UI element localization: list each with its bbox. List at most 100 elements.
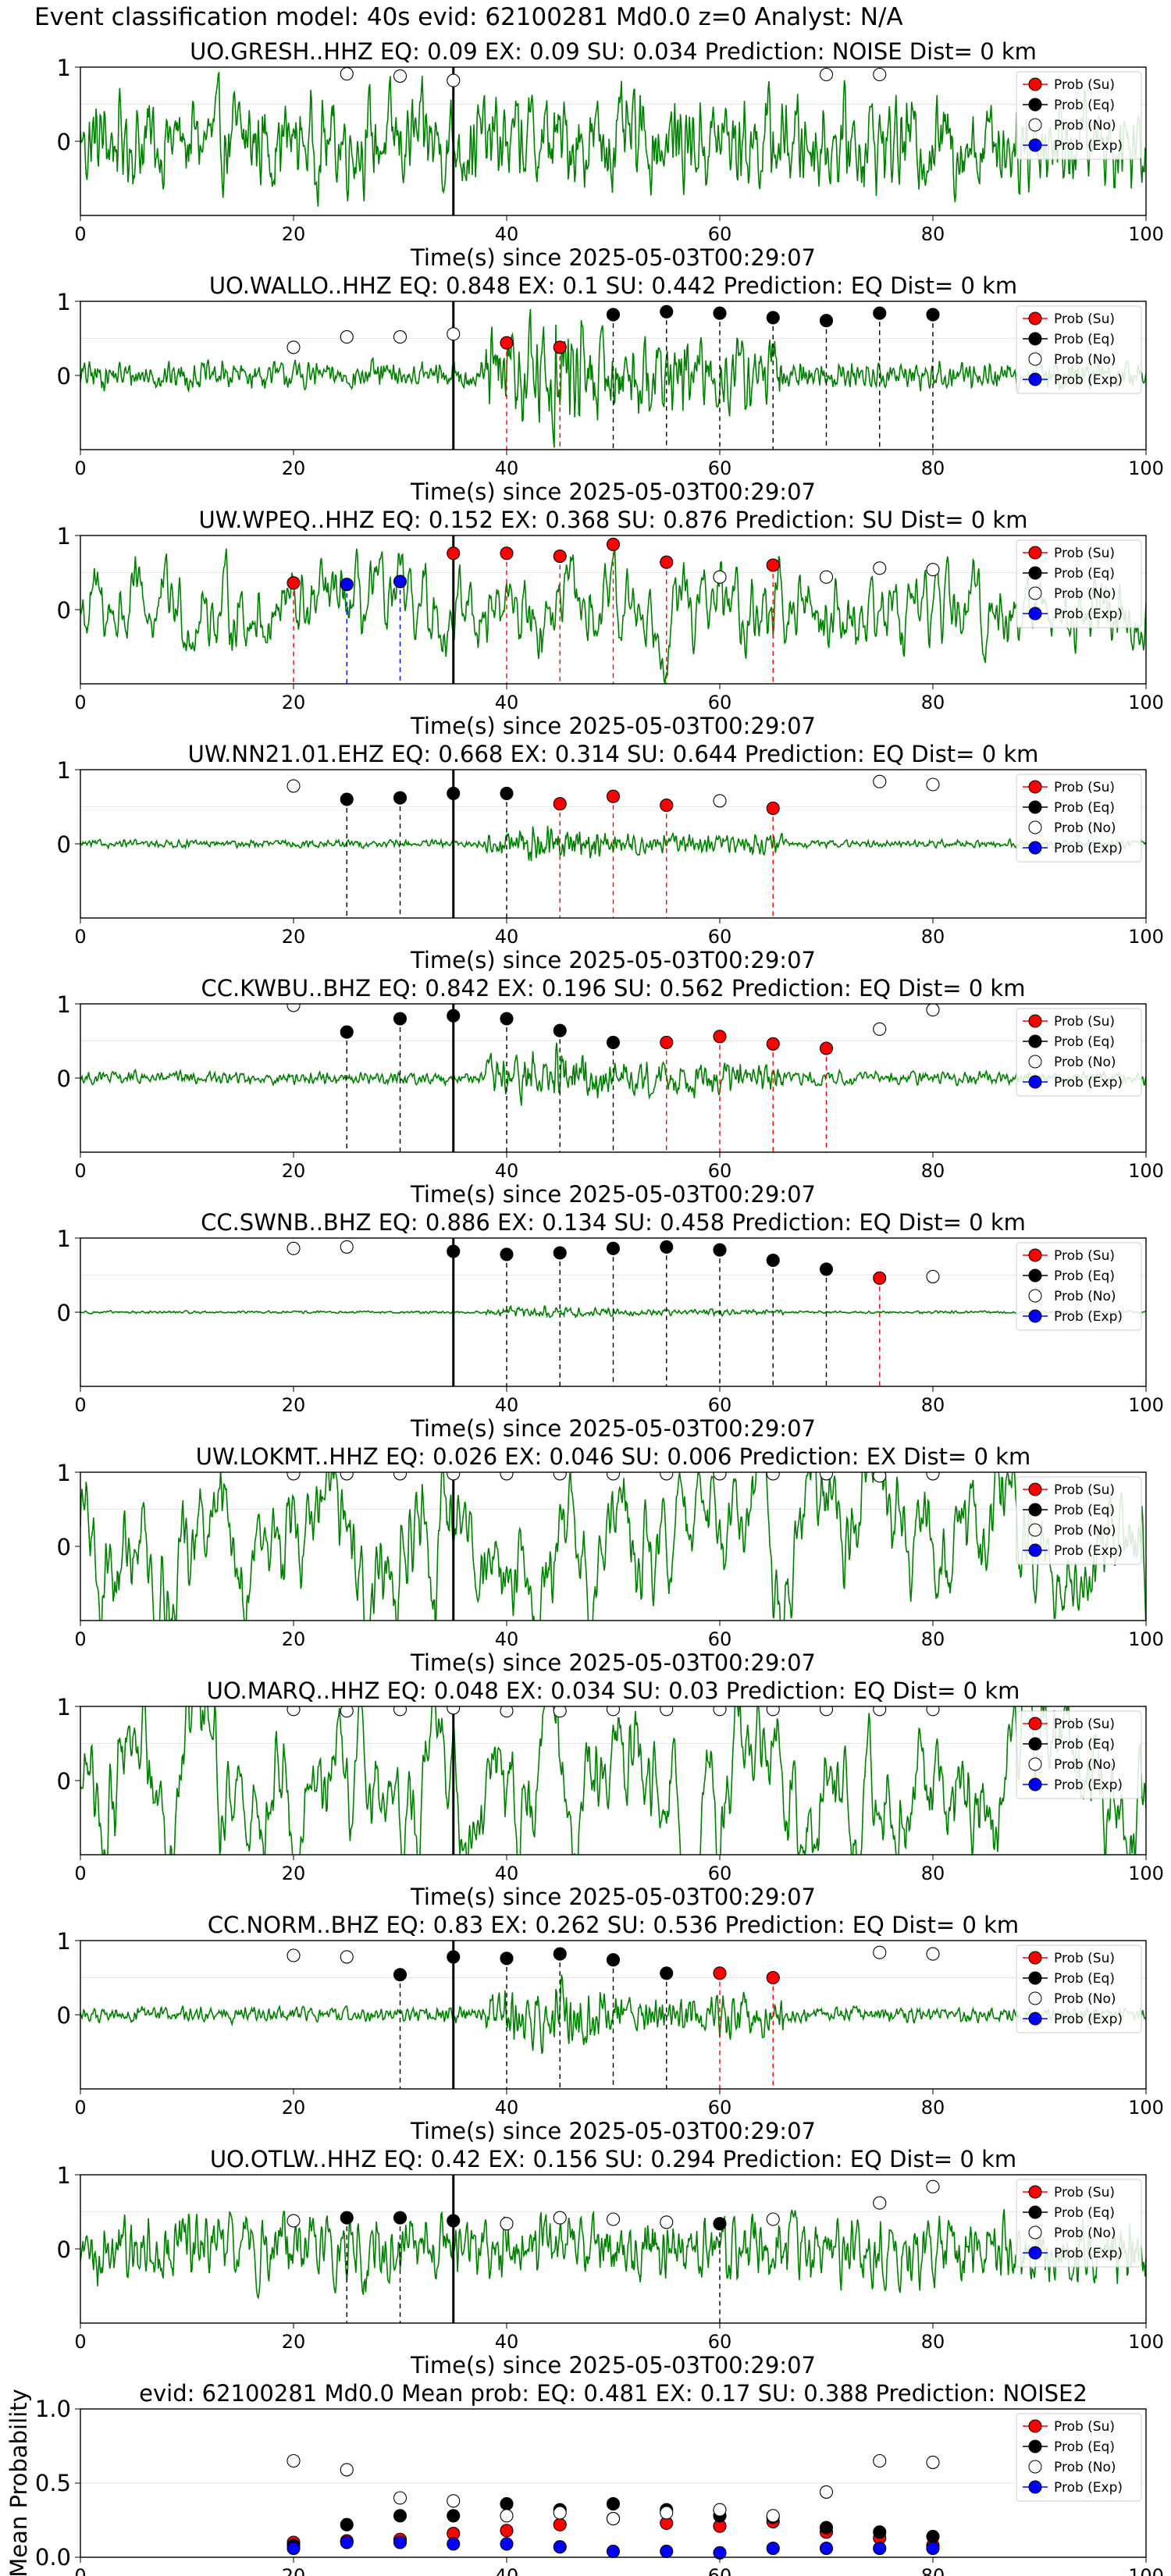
legend-label: Prob (Eq) — [1054, 1737, 1115, 1752]
y-tick-label: 1 — [57, 2162, 71, 2189]
legend-marker — [1028, 1757, 1042, 1771]
x-tick-label: 80 — [921, 1160, 945, 1182]
prob-point-su — [713, 1966, 727, 1980]
panel-10: UO.OTLW..HHZ EQ: 0.42 EX: 0.156 SU: 0.29… — [57, 2146, 1164, 2379]
panel-title: UO.WALLO..HHZ EQ: 0.848 EX: 0.1 SU: 0.44… — [209, 272, 1017, 299]
prob-point-no — [500, 1472, 514, 1481]
prob-point-no — [287, 779, 301, 793]
mean-point-exp — [873, 2542, 887, 2556]
y-tick-label: 0 — [57, 2002, 71, 2029]
legend-label: Prob (No) — [1054, 2226, 1116, 2241]
legend-marker — [1028, 1289, 1042, 1303]
x-axis-label: Time(s) since 2025-05-03T00:29:07 — [410, 2118, 816, 2144]
mean-point-eq — [447, 2509, 461, 2523]
panel-3: UW.WPEQ..HHZ EQ: 0.152 EX: 0.368 SU: 0.8… — [57, 507, 1164, 739]
x-tick-label: 20 — [282, 1394, 306, 1416]
prob-point-no — [447, 1472, 461, 1481]
plot-frame — [80, 1706, 1147, 1856]
waveform-trace — [80, 1472, 1146, 1621]
waveform-trace — [80, 72, 1146, 207]
legend-label: Prob (Exp) — [1054, 607, 1123, 622]
prob-point-no — [340, 1472, 354, 1481]
mean-point-exp — [393, 2535, 408, 2549]
legend-marker — [1028, 780, 1042, 794]
prob-point-no — [926, 1472, 940, 1481]
legend-box — [1016, 1242, 1142, 1331]
prob-point-no — [873, 2196, 887, 2210]
x-tick-label: 80 — [921, 457, 945, 479]
mean-point-exp — [606, 2544, 621, 2558]
plot-frame — [80, 1940, 1147, 2090]
prob-point-eq — [606, 1241, 621, 1255]
legend-marker — [1028, 1951, 1042, 1965]
x-tick-label: 80 — [921, 2097, 945, 2119]
prob-point-eq — [713, 2217, 727, 2231]
legend: Prob (Su) Prob (Eq) Prob (No) Prob (Exp) — [1016, 2179, 1142, 2268]
x-tick-label: 80 — [921, 1394, 945, 1416]
plot-frame — [80, 1003, 1147, 1153]
prob-point-eq — [393, 1968, 408, 1982]
legend-marker — [1028, 1543, 1042, 1557]
x-tick-label: 100 — [1128, 2565, 1164, 2576]
x-axis-label: Time(s) since 2025-05-03T00:29:07 — [410, 1649, 816, 1676]
x-tick-label: 100 — [1128, 1628, 1164, 1650]
prob-point-no — [393, 1472, 408, 1481]
prob-point-no — [926, 1947, 940, 1961]
x-tick-label: 80 — [921, 926, 945, 948]
prob-point-su — [553, 550, 567, 564]
y-tick-label: 1 — [57, 1928, 71, 1955]
legend-label: Prob (Su) — [1054, 311, 1115, 327]
prob-point-su — [660, 1035, 674, 1049]
prob-point-no — [340, 1240, 354, 1254]
x-tick-label: 40 — [495, 2097, 519, 2119]
legend-label: Prob (Exp) — [1054, 2246, 1123, 2261]
prob-point-no — [340, 330, 354, 344]
legend-marker — [1028, 98, 1042, 112]
prob-point-no — [873, 1022, 887, 1036]
prob-point-eq — [660, 1966, 674, 1980]
mean-point-no — [873, 2453, 887, 2468]
prob-point-no — [713, 1472, 727, 1481]
prob-point-no — [447, 327, 461, 341]
prob-point-no — [340, 1706, 354, 1718]
panel-4: UW.NN21.01.EHZ EQ: 0.668 EX: 0.314 SU: 0… — [57, 741, 1164, 973]
prob-point-eq — [393, 2211, 408, 2225]
x-tick-label: 0 — [74, 457, 86, 479]
legend-label: Prob (Exp) — [1054, 1543, 1123, 1559]
legend-label: Prob (Su) — [1054, 2419, 1115, 2435]
legend-marker — [1028, 2205, 1042, 2219]
mean-point-exp — [766, 2542, 780, 2556]
prob-point-no — [766, 1706, 780, 1717]
legend-label: Prob (Su) — [1054, 780, 1115, 795]
prob-point-no — [873, 561, 887, 575]
legend-label: Prob (Exp) — [1054, 1075, 1123, 1091]
prob-point-su — [766, 558, 780, 572]
legend-marker — [1028, 1014, 1042, 1028]
x-tick-label: 100 — [1128, 926, 1164, 948]
legend: Prob (Su) Prob (Eq) Prob (No) Prob (Exp) — [1016, 1710, 1142, 1799]
prob-point-no — [766, 1472, 780, 1481]
legend-label: Prob (Su) — [1054, 546, 1115, 561]
legend-label: Prob (Exp) — [1054, 841, 1123, 856]
panel-11: evid: 62100281 Md0.0 Mean prob: EQ: 0.48… — [5, 2380, 1164, 2576]
x-tick-label: 40 — [495, 692, 519, 713]
legend: Prob (Su) Prob (Eq) Prob (No) Prob (Exp) — [1016, 539, 1142, 628]
x-tick-label: 100 — [1128, 1394, 1164, 1416]
x-tick-label: 80 — [921, 2331, 945, 2353]
prob-point-no — [287, 1004, 301, 1012]
x-axis-label: Time(s) since 2025-05-03T00:29:07 — [410, 1181, 816, 1208]
y-tick-label: 1 — [57, 991, 71, 1018]
legend-marker — [1028, 77, 1042, 91]
figure-title: Event classification model: 40s evid: 62… — [34, 3, 903, 31]
legend-marker — [1028, 1523, 1042, 1537]
panel-title: CC.KWBU..BHZ EQ: 0.842 EX: 0.196 SU: 0.5… — [201, 975, 1026, 1002]
legend-label: Prob (Su) — [1054, 1248, 1115, 1264]
x-tick-label: 100 — [1128, 1863, 1164, 1884]
prob-point-no — [926, 563, 940, 577]
x-tick-label: 40 — [495, 1863, 519, 1884]
mean-point-exp — [340, 2535, 354, 2549]
x-axis-label: Time(s) since 2025-05-03T00:29:07 — [410, 244, 816, 271]
mean-point-no — [713, 2503, 727, 2517]
prob-point-no — [660, 2215, 674, 2229]
x-tick-label: 20 — [282, 2331, 306, 2353]
